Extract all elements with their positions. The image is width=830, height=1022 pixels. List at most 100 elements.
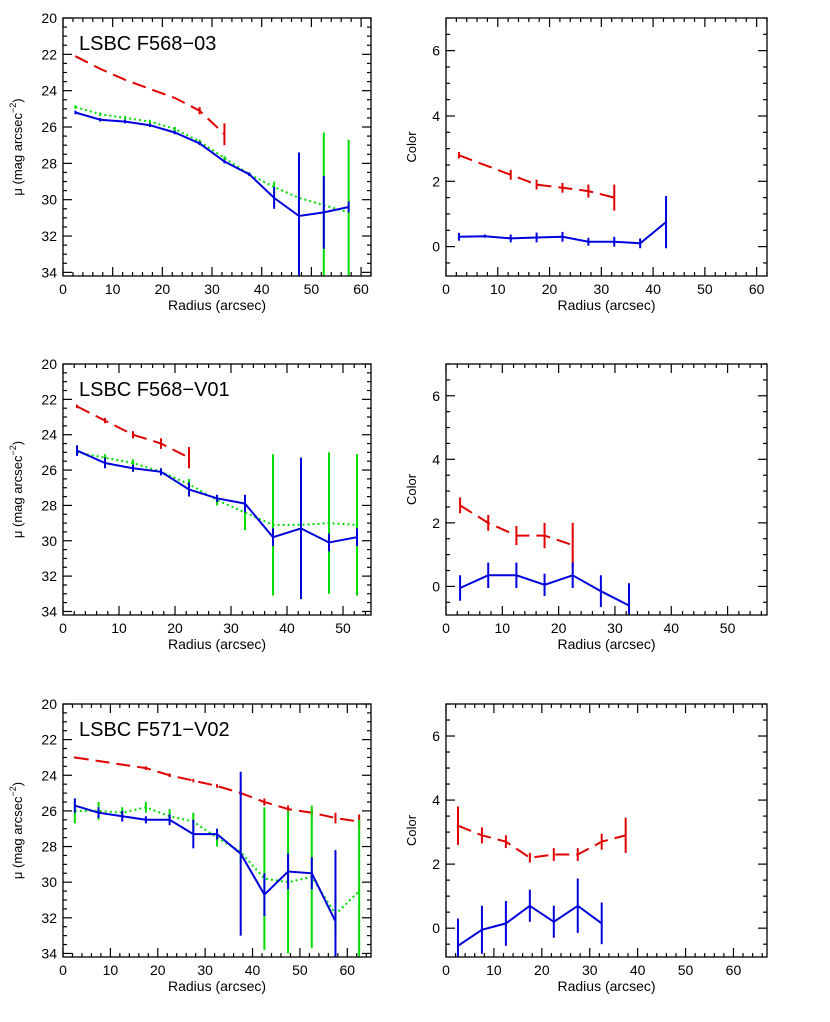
x-tick-label: 50	[335, 620, 351, 636]
y-tick-label: 32	[41, 228, 57, 244]
y-tick-label: 6	[432, 388, 440, 404]
chart-panel-2: 0 10 20 30 40 50 60 0 2 4 6 Radius (arcsec) Color	[404, 17, 768, 313]
y-axis-label-main: Color	[404, 814, 419, 846]
y-tick-label: 26	[41, 119, 57, 135]
ticks	[445, 703, 767, 957]
plot-frame	[62, 17, 372, 277]
chart-panel-3: 0 10 20 30 40 50 20 22 24 26 28 30 32 34 Radius (arcse…	[8, 356, 372, 652]
x-axis-label: Radius (arcsec)	[168, 297, 266, 313]
y-tick-label: 2	[432, 515, 440, 531]
y-axis-label-end: )	[10, 98, 25, 102]
x-tick-label: 0	[59, 620, 67, 636]
x-tick-label: 0	[59, 281, 67, 297]
series-blue	[73, 771, 337, 957]
plot-frame	[445, 703, 768, 958]
y-tick-label: 20	[41, 696, 57, 712]
plot-frame	[445, 17, 768, 277]
y-tick-label: 28	[41, 839, 57, 855]
x-tick-label: 50	[697, 281, 713, 297]
x-tick-label: 10	[495, 620, 511, 636]
x-tick-label: 10	[490, 281, 506, 297]
plot-area	[74, 55, 350, 276]
x-tick-label: 50	[292, 962, 308, 978]
x-tick-label: 0	[59, 962, 67, 978]
y-axis-label: Color	[404, 814, 419, 846]
y-tick-label: 4	[432, 451, 440, 467]
y-axis-label-main: μ (mag arcsec	[10, 112, 25, 195]
y-tick-label: 22	[41, 732, 57, 748]
series-line	[74, 804, 337, 922]
plot-area	[73, 756, 361, 957]
y-tick-label: 20	[41, 10, 57, 26]
x-tick-label: 40	[663, 620, 679, 636]
chart-panel-5: 0 10 20 30 40 50 60 20 22 24 26 28 30 32 34 Radius (arc…	[8, 696, 372, 994]
x-tick-label: 20	[551, 620, 567, 636]
y-tick-label: 34	[41, 264, 57, 280]
series-red	[459, 497, 574, 568]
x-tick-label: 30	[204, 281, 220, 297]
y-tick-label: 0	[432, 578, 440, 594]
series-green	[74, 105, 350, 276]
y-tick-label: 26	[41, 462, 57, 478]
y-tick-label: 0	[432, 239, 440, 255]
y-axis-label: μ (mag arcsec−2)	[8, 782, 25, 879]
plot-frame	[62, 363, 372, 616]
x-tick-label: 30	[223, 620, 239, 636]
y-axis-label-main: μ (mag arcsec	[10, 796, 25, 879]
chart-panel-6: 0 10 20 30 40 50 60 0 2 4 6 Radius (arcsec) Color	[404, 703, 768, 994]
y-axis-label-exponent: −2	[8, 445, 18, 455]
x-tick-label: 60	[726, 962, 742, 978]
y-axis-label-main: Color	[404, 131, 419, 163]
x-tick-label: 30	[582, 962, 598, 978]
x-tick-label: 10	[111, 620, 127, 636]
y-tick-label: 34	[41, 603, 57, 619]
y-tick-label: 22	[41, 46, 57, 62]
x-tick-label: 10	[103, 962, 119, 978]
x-tick-label: 40	[279, 620, 295, 636]
x-tick-label: 20	[542, 281, 558, 297]
plot-area	[459, 497, 631, 615]
x-tick-label: 60	[749, 281, 765, 297]
y-tick-label: 22	[41, 391, 57, 407]
y-axis-label-main: Color	[404, 473, 419, 505]
y-tick-label: 24	[41, 427, 57, 443]
plot-area	[457, 151, 668, 249]
x-tick-label: 60	[340, 962, 356, 978]
plot-frame	[62, 703, 372, 958]
x-tick-label: 40	[645, 281, 661, 297]
y-axis-label: μ (mag arcsec−2)	[8, 98, 25, 195]
y-axis-label: μ (mag arcsec−2)	[8, 441, 25, 538]
x-tick-label: 50	[304, 281, 320, 297]
panel-title: LSBC F568−03	[79, 33, 216, 55]
x-tick-label: 20	[167, 620, 183, 636]
y-tick-label: 6	[432, 43, 440, 59]
series-red	[457, 151, 616, 211]
y-tick-label: 32	[41, 568, 57, 584]
ticks	[62, 363, 371, 615]
y-tick-label: 20	[41, 356, 57, 372]
series-line	[74, 756, 360, 823]
x-tick-label: 0	[442, 962, 450, 978]
y-tick-label: 4	[432, 108, 440, 124]
series-line	[458, 154, 615, 199]
x-axis-label: Radius (arcsec)	[557, 297, 655, 313]
x-tick-label: 40	[630, 962, 646, 978]
x-tick-label: 30	[197, 962, 213, 978]
x-tick-label: 10	[105, 281, 121, 297]
y-axis-label-end: )	[10, 782, 25, 786]
plot-frame	[445, 363, 768, 616]
series-red	[74, 55, 226, 146]
x-axis-label: Radius (arcsec)	[168, 978, 266, 994]
series-red	[76, 404, 190, 469]
x-tick-label: 40	[245, 962, 261, 978]
chart-panel-1: 0 10 20 30 40 50 60 20 22 24 26 28 30 32 34 Radius (arc…	[8, 10, 372, 313]
y-tick-label: 4	[432, 792, 440, 808]
x-tick-label: 30	[594, 281, 610, 297]
y-axis-label-end: )	[10, 441, 25, 445]
series-blue	[74, 110, 350, 276]
ticks	[445, 17, 768, 276]
x-tick-label: 0	[442, 620, 450, 636]
y-tick-label: 24	[41, 767, 57, 783]
x-tick-label: 10	[486, 962, 502, 978]
